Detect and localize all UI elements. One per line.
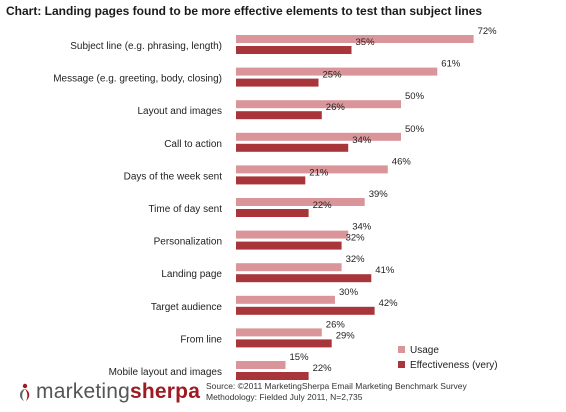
legend-swatch: [398, 346, 405, 353]
plot-area: Subject line (e.g. phrasing, length) 72% 3…: [53, 26, 497, 380]
bar-usage: [236, 328, 322, 337]
methodology-line: Methodology: Fielded July 2011, N=2,735: [206, 392, 363, 402]
bar-usage: [236, 263, 342, 272]
data-label: 26%: [326, 319, 346, 330]
data-label: 42%: [379, 298, 399, 309]
legend-label: Usage: [410, 345, 439, 356]
legend: Usage Effectiveness (very): [398, 345, 498, 371]
bar-usage: [236, 165, 388, 174]
marketingsherpa-logo: marketingsherpa: [16, 380, 200, 404]
legend-label: Effectiveness (very): [410, 360, 498, 371]
bar-effectiveness: [236, 78, 319, 87]
data-label: 34%: [352, 222, 372, 233]
bar-effectiveness: [236, 209, 309, 217]
category-label: Landing page: [161, 269, 222, 280]
category-label: Target audience: [151, 302, 223, 313]
data-label: 26%: [326, 102, 346, 113]
bar-effectiveness: [236, 306, 375, 315]
category-label: Layout and images: [137, 106, 222, 117]
bar-effectiveness: [236, 176, 306, 185]
bar-usage: [236, 361, 286, 369]
bar-usage: [236, 198, 365, 206]
legend-swatch: [398, 361, 405, 368]
bar-usage: [236, 295, 335, 304]
bar-effectiveness: [236, 46, 352, 54]
data-label: 15%: [290, 352, 310, 363]
bar-effectiveness: [236, 274, 372, 283]
data-label: 35%: [356, 37, 376, 48]
logo-mark-icon: [19, 383, 30, 401]
category-label: Mobile layout and images: [109, 367, 222, 378]
category-label: Message (e.g. greeting, body, closing): [53, 74, 222, 85]
data-label: 21%: [309, 167, 329, 178]
data-label: 50%: [405, 91, 425, 102]
bar-effectiveness: [236, 241, 342, 250]
data-label: 32%: [346, 254, 366, 265]
data-label: 46%: [392, 156, 412, 167]
data-label: 22%: [313, 363, 333, 374]
bar-effectiveness: [236, 111, 322, 120]
data-label: 39%: [369, 189, 389, 200]
bar-effectiveness: [236, 339, 332, 348]
data-label: 34%: [352, 135, 372, 146]
logo-text-sherpa: sherpa: [130, 380, 201, 403]
category-label: Time of day sent: [148, 204, 222, 215]
category-label: Subject line (e.g. phrasing, length): [70, 41, 222, 52]
bar-usage: [236, 35, 474, 43]
data-label: 72%: [478, 26, 498, 37]
category-label: Personalization: [154, 237, 222, 248]
data-label: 32%: [346, 233, 366, 244]
chart-title: Chart: Landing pages found to be more ef…: [6, 4, 483, 18]
category-label: Days of the week sent: [124, 171, 223, 182]
bar-usage: [236, 67, 438, 76]
data-label: 50%: [405, 124, 425, 135]
data-label: 25%: [323, 70, 343, 81]
data-label: 30%: [339, 287, 359, 298]
data-label: 41%: [375, 265, 395, 276]
category-label: Call to action: [164, 139, 222, 150]
source-note: Source: ©2011 MarketingSherpa Email Mark…: [206, 381, 467, 403]
data-label: 22%: [313, 200, 333, 211]
bar-effectiveness: [236, 143, 349, 152]
bar-usage: [236, 100, 401, 109]
bar-usage: [236, 132, 401, 141]
data-label: 61%: [441, 59, 461, 70]
data-label: 29%: [336, 330, 356, 341]
bar-usage: [236, 230, 349, 239]
bar-effectiveness: [236, 372, 309, 380]
bar-chart: Subject line (e.g. phrasing, length) 72% 3…: [53, 26, 498, 380]
logo-text-marketing: marketing: [36, 380, 131, 403]
source-line: Source: ©2011 MarketingSherpa Email Mark…: [206, 381, 467, 391]
category-label: From line: [180, 334, 222, 345]
